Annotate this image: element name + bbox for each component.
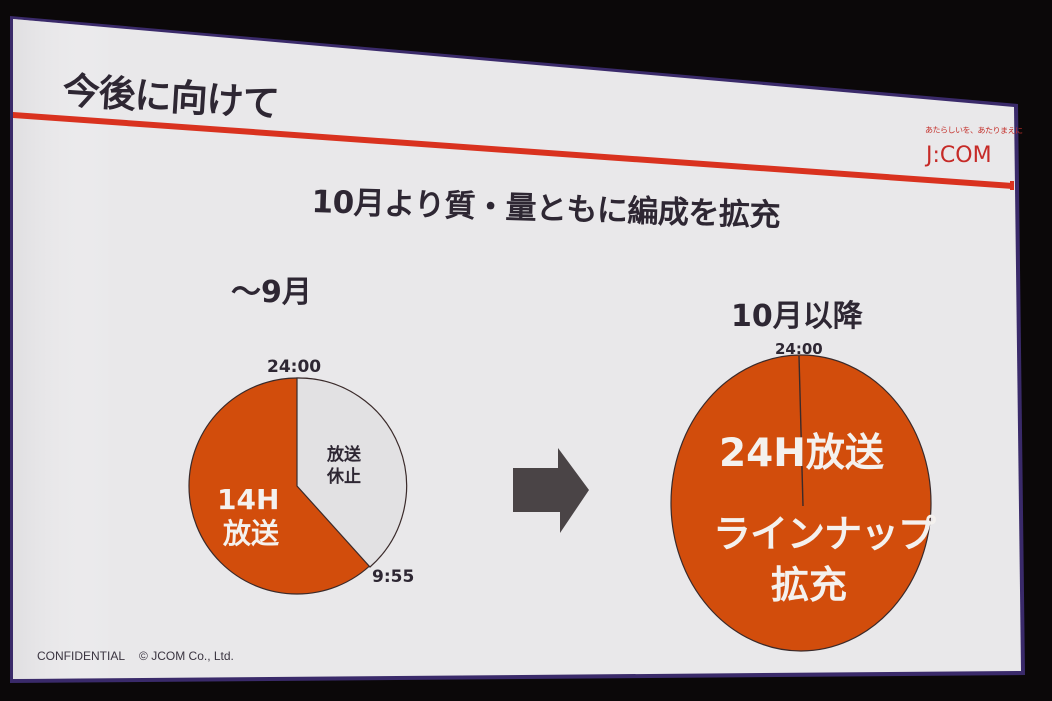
- after-label-expansion: 拡充: [771, 563, 848, 607]
- after-heading: 10月以降: [731, 299, 863, 334]
- before-time-top: 24:00: [267, 357, 322, 377]
- brand-tagline: あたらしいを、あたりまえに: [924, 125, 1023, 136]
- pie-slice-off-air: [296, 377, 408, 568]
- pie-chart-before: [188, 377, 408, 595]
- copyright-label: © JCOM Co., Ltd.: [139, 649, 234, 663]
- after-label-24h: 24H放送: [719, 431, 884, 476]
- right-arrow-icon: [513, 448, 589, 533]
- before-heading: ～9月: [231, 275, 312, 310]
- after-label-lineup: ラインナップ: [713, 512, 936, 556]
- slide-footer: CONFIDENTIAL © JCOM Co., Ltd.: [37, 650, 234, 662]
- off-air-label-line1: 放送: [327, 445, 361, 465]
- after-time-top: 24:00: [775, 340, 823, 358]
- off-air-label-line2: 休止: [327, 467, 361, 487]
- confidential-label: CONFIDENTIAL: [37, 649, 126, 663]
- broadcast-hours-label: 14H: [217, 483, 280, 516]
- before-time-end: 9:55: [372, 567, 415, 587]
- jcom-logo: J:COM: [926, 143, 992, 168]
- header-rule: [13, 112, 1013, 189]
- pie-chart-after: [670, 354, 932, 652]
- broadcast-label: 放送: [223, 517, 280, 550]
